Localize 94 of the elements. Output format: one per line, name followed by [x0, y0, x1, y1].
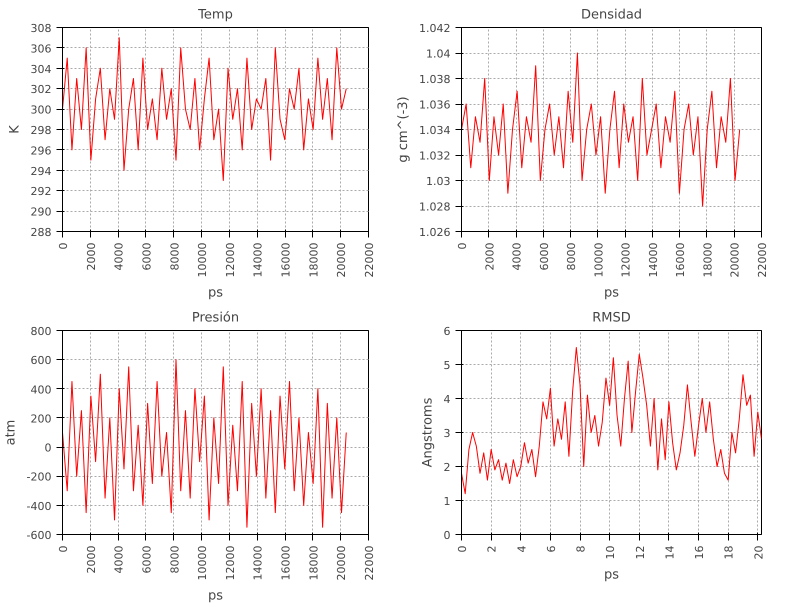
- x-tick-label: 12: [634, 545, 647, 560]
- y-tick-label: 292: [30, 185, 52, 198]
- x-tick-label: 6: [544, 546, 558, 552]
- y-tick-label: -600: [26, 529, 52, 542]
- x-tick-label: 0: [57, 242, 70, 250]
- y-tick-label: -200: [26, 470, 52, 484]
- x-axis-title: ps: [604, 567, 620, 582]
- x-tick-label: 4000: [510, 242, 524, 270]
- y-tick-label: 294: [30, 164, 52, 178]
- y-tick-label: 1.026: [419, 226, 451, 239]
- y-tick-label: 1.038: [419, 73, 451, 86]
- x-tick-label: 2000: [84, 545, 98, 574]
- y-tick-label: 1.042: [419, 22, 451, 35]
- y-tick-label: 2: [444, 461, 450, 474]
- x-tick-label: 12000: [224, 242, 237, 278]
- y-axis-title: atm: [4, 420, 19, 446]
- y-axis-title: g cm^(-3): [396, 96, 412, 163]
- chart-title: Densidad: [580, 8, 642, 22]
- x-tick-label: 2000: [483, 242, 496, 270]
- x-tick-label: 10: [604, 545, 618, 560]
- y-tick-label: 306: [30, 42, 52, 56]
- x-tick-label: 20000: [728, 242, 742, 278]
- x-tick-label: 12000: [620, 242, 633, 278]
- x-axis-title: ps: [604, 285, 620, 300]
- x-tick-label: 20000: [335, 545, 348, 580]
- y-tick-label: 290: [30, 206, 52, 219]
- x-tick-label: 4000: [112, 545, 126, 574]
- y-tick-label: -400: [26, 500, 52, 513]
- y-tick-label: 300: [30, 104, 52, 117]
- x-tick-label: 4000: [112, 242, 126, 270]
- x-tick-label: 18: [722, 545, 736, 560]
- x-tick-label: 4: [515, 546, 528, 552]
- chart-title: Presión: [192, 310, 240, 326]
- x-tick-label: 20000: [335, 242, 348, 278]
- y-tick-label: 1.036: [419, 98, 451, 112]
- x-tick-label: 12000: [224, 545, 237, 580]
- y-tick-label: 302: [30, 83, 52, 96]
- y-tick-label: 1.04: [426, 48, 451, 60]
- x-tick-label: 8000: [565, 242, 578, 270]
- y-tick-label: 4: [444, 393, 450, 406]
- y-tick-label: 1.032: [419, 150, 451, 162]
- y-tick-label: 0: [44, 442, 52, 455]
- y-tick-label: 308: [30, 22, 52, 35]
- x-tick-label: 22000: [756, 242, 769, 278]
- x-tick-label: 0: [57, 546, 70, 552]
- y-tick-label: 3: [444, 427, 450, 440]
- x-tick-label: 6000: [538, 242, 551, 270]
- x-tick-label: 18000: [307, 545, 320, 580]
- y-tick-label: 200: [30, 412, 52, 426]
- x-tick-label: 8: [574, 546, 588, 552]
- y-tick-label: 1: [444, 495, 450, 508]
- x-tick-label: 14000: [646, 242, 660, 278]
- x-tick-label: 2000: [84, 242, 98, 270]
- y-axis-title: K: [8, 124, 23, 134]
- x-tick-label: 10000: [196, 545, 210, 580]
- x-tick-label: 6000: [140, 242, 154, 270]
- y-axis-title: Angstroms: [420, 397, 436, 468]
- x-tick-label: 22000: [363, 545, 376, 580]
- x-tick-label: 6000: [140, 545, 154, 574]
- x-axis-title: ps: [208, 588, 224, 604]
- chart-title: RMSD: [592, 310, 631, 326]
- x-tick-label: 8000: [168, 545, 182, 574]
- y-tick-label: 288: [30, 226, 52, 239]
- y-tick-label: 1.028: [419, 200, 451, 214]
- y-tick-label: 0: [444, 529, 450, 542]
- x-tick-label: 0: [456, 546, 469, 552]
- x-tick-label: 22000: [363, 242, 376, 278]
- y-tick-label: 400: [30, 383, 52, 396]
- x-tick-label: 18000: [701, 242, 714, 278]
- chart-title: Temp: [197, 8, 233, 22]
- y-tick-label: 600: [30, 354, 52, 368]
- y-tick-label: 800: [30, 325, 52, 338]
- y-tick-label: 5: [444, 359, 450, 372]
- x-tick-label: 10000: [592, 242, 606, 278]
- x-tick-label: 16000: [280, 242, 293, 278]
- x-tick-label: 14000: [252, 545, 265, 580]
- y-tick-label: 6: [444, 325, 450, 338]
- x-tick-label: 8000: [168, 242, 182, 270]
- x-tick-label: 16000: [674, 242, 688, 278]
- x-tick-label: 14: [663, 545, 676, 560]
- y-tick-label: 1.034: [419, 124, 451, 137]
- y-tick-label: 1.03: [426, 175, 451, 188]
- y-tick-label: 298: [30, 124, 52, 137]
- x-tick-label: 16: [693, 545, 706, 560]
- x-tick-label: 18000: [307, 242, 320, 278]
- y-tick-label: 304: [30, 62, 52, 76]
- y-tick-label: 296: [30, 144, 52, 158]
- x-axis-title: ps: [208, 285, 224, 300]
- x-tick-label: 2: [486, 546, 499, 552]
- x-tick-label: 0: [456, 242, 469, 250]
- x-tick-label: 20: [752, 545, 766, 560]
- x-tick-label: 14000: [252, 242, 265, 278]
- x-tick-label: 10000: [196, 242, 210, 278]
- x-tick-label: 16000: [280, 545, 293, 580]
